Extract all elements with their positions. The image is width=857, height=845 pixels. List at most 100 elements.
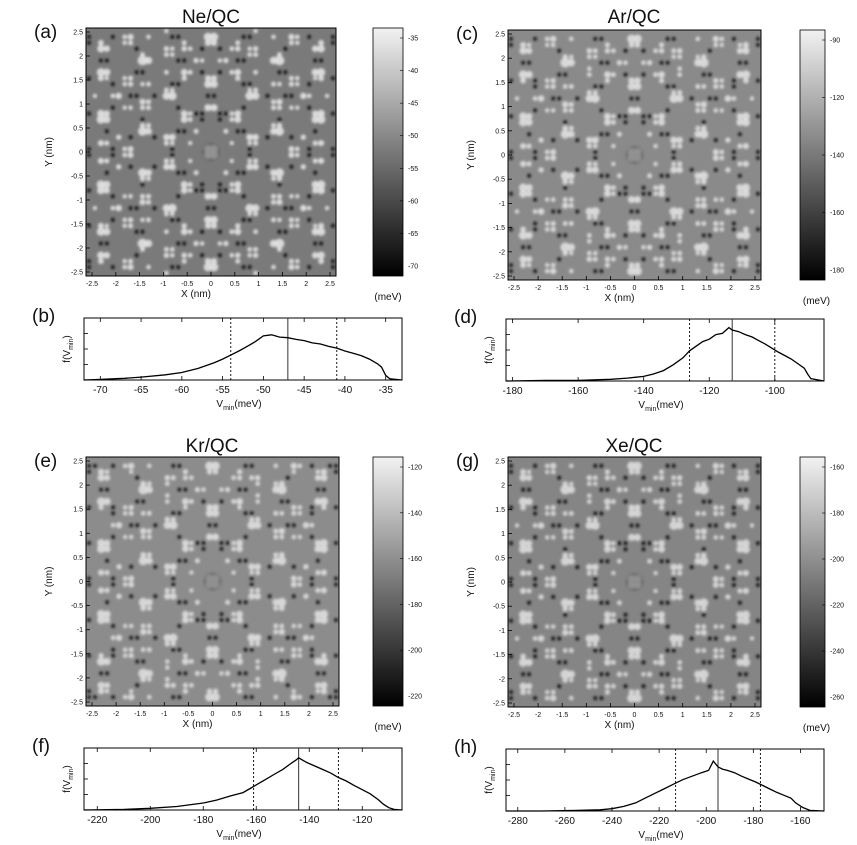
colorbar-tick-label: -90	[830, 38, 840, 45]
colorbar-tick-label: -180	[830, 268, 844, 275]
colorbar-unit: (meV)	[374, 722, 401, 733]
colorbar-tick-label: -220	[408, 694, 422, 701]
x-tick-label: 0.5	[654, 285, 664, 292]
y-tick-label: -1	[77, 627, 83, 634]
distribution-plot-2: (d) -180 -160 -140 -120 -100 Vmin(meV) f(Vmin)	[454, 307, 825, 413]
x-tick-label: -2.5	[86, 281, 98, 288]
y-axis-label: f(Vmin)	[484, 336, 497, 363]
distribution-curve	[506, 759, 825, 812]
colorbar-tick-label: -200	[830, 557, 844, 564]
y-tick-label: -1.5	[493, 652, 505, 659]
y-tick-label: 1	[501, 104, 505, 111]
colorbar	[799, 456, 826, 708]
colorbar-tick-label: -160	[830, 210, 844, 217]
x-tick-label: 1	[257, 281, 261, 288]
x-tick-label: -60	[175, 385, 190, 396]
x-tick-label: -140	[299, 815, 319, 826]
colorbar-tick-label: -160	[830, 465, 844, 472]
y-tick-label: -2.5	[71, 700, 83, 707]
x-axis-label: X (nm)	[181, 289, 211, 300]
y-tick-label: -0.5	[71, 603, 83, 610]
x-tick-label: 2.5	[325, 281, 335, 288]
panel-letter: (f)	[32, 736, 50, 757]
y-tick-label: 1.5	[73, 507, 83, 514]
colorbar-tick-label: -180	[830, 511, 844, 518]
y-axis-label: Y (nm)	[466, 567, 477, 597]
y-tick-label: 0	[501, 580, 505, 587]
x-tick-label: -1.5	[556, 285, 568, 292]
y-tick-label: 0.5	[73, 555, 83, 562]
distribution-curve	[83, 757, 403, 811]
y-tick-label: 0.5	[73, 126, 83, 133]
y-axis-label: Y (nm)	[44, 567, 55, 597]
y-tick-label: 2.5	[495, 459, 505, 466]
x-axis-label: Vmin(meV)	[638, 830, 683, 843]
x-tick-label: 0.5	[230, 281, 240, 288]
panel-letter: (g)	[456, 451, 479, 472]
x-tick-label: 2	[729, 285, 733, 292]
x-tick-label: 2.5	[328, 711, 338, 718]
x-tick-label: 2	[729, 712, 733, 719]
center-spot	[203, 572, 222, 591]
distribution-plot-1: (b) -70 -65 -60 -55 -50 -45 -40 -35 Vmin(meV) f(Vm…	[32, 306, 403, 412]
x-tick-label: -1	[161, 711, 167, 718]
colorbar-tick-label: -140	[408, 510, 422, 517]
y-tick-label: 2.5	[73, 459, 83, 466]
colorbar-tick-label: -40	[408, 68, 418, 75]
x-tick-label: -180	[743, 816, 763, 827]
x-tick-label: 0	[209, 281, 213, 288]
y-tick-label: -1	[499, 628, 505, 635]
potential-map	[508, 30, 761, 280]
plot-frame	[83, 747, 403, 811]
x-tick-label: -70	[93, 385, 108, 396]
x-tick-label: -240	[602, 816, 622, 827]
x-tick-label: 0	[633, 712, 637, 719]
y-axis-label: Y (nm)	[466, 140, 477, 170]
x-tick-label: 1.5	[702, 285, 712, 292]
x-tick-label: -2.5	[508, 712, 520, 719]
x-tick-label: -1.5	[556, 712, 568, 719]
y-tick-label: -1.5	[71, 222, 83, 229]
colorbar-tick-label: -260	[830, 695, 844, 702]
y-tick-label: 1	[79, 531, 83, 538]
x-axis-label: X (nm)	[183, 719, 213, 730]
x-tick-label: -120	[352, 815, 372, 826]
x-tick-label: -120	[699, 386, 719, 397]
y-tick-label: -0.5	[71, 174, 83, 181]
colorbar-tick-label: -55	[408, 166, 418, 173]
colorbar-tick-label: -160	[408, 556, 422, 563]
y-tick-label: 0.5	[495, 128, 505, 135]
panel-title: Kr/QC	[186, 436, 239, 457]
y-axis-label: f(Vmin)	[62, 335, 75, 362]
colorbar-tick-label: -120	[408, 465, 422, 472]
y-tick-label: -0.5	[493, 177, 505, 184]
x-tick-label: -200	[696, 816, 716, 827]
x-tick-label: -1	[583, 712, 589, 719]
panel-title: Ne/QC	[182, 7, 240, 28]
y-tick-label: -1.5	[493, 225, 505, 232]
x-axis-label: Vmin(meV)	[216, 829, 261, 842]
panel-letter: (e)	[34, 451, 57, 472]
x-tick-label: -1	[583, 285, 589, 292]
panel-letter: (b)	[32, 306, 55, 327]
y-tick-label: -2	[499, 676, 505, 683]
x-tick-label: -180	[193, 815, 213, 826]
x-tick-label: -50	[256, 385, 271, 396]
y-tick-label: -2.5	[71, 270, 83, 277]
x-tick-label: 2	[307, 711, 311, 718]
x-tick-label: 1.5	[280, 711, 290, 718]
y-tick-label: 2	[79, 483, 83, 490]
y-tick-label: -2	[77, 675, 83, 682]
colorbar-tick-label: -220	[830, 603, 844, 610]
x-tick-label: -2.5	[86, 711, 98, 718]
x-tick-label: 0	[211, 711, 215, 718]
x-tick-label: 1.5	[278, 281, 288, 288]
y-tick-label: 1.5	[495, 80, 505, 87]
colorbar-tick-label: -70	[408, 264, 418, 271]
colorbar-tick-label: -120	[830, 95, 844, 102]
x-tick-label: -45	[297, 385, 312, 396]
panel-letter: (d)	[454, 307, 477, 328]
y-tick-label: 1.5	[73, 78, 83, 85]
y-tick-label: -2.5	[493, 701, 505, 708]
x-tick-label: -0.5	[181, 281, 193, 288]
